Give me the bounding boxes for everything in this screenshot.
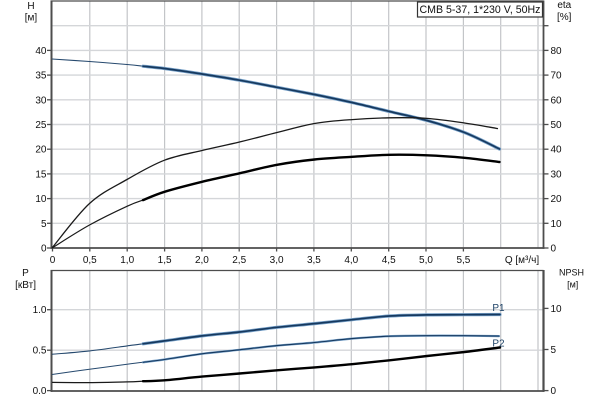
svg-text:0: 0 bbox=[41, 244, 47, 255]
svg-text:2,0: 2,0 bbox=[195, 255, 209, 266]
svg-text:20: 20 bbox=[551, 194, 563, 205]
svg-text:60: 60 bbox=[551, 95, 563, 106]
svg-text:1.0: 1.0 bbox=[33, 305, 47, 316]
svg-text:1,5: 1,5 bbox=[158, 255, 172, 266]
svg-text:5,5: 5,5 bbox=[456, 255, 470, 266]
svg-text:CMB 5-37, 1*230 V, 50Hz: CMB 5-37, 1*230 V, 50Hz bbox=[420, 4, 541, 16]
svg-text:20: 20 bbox=[35, 145, 47, 156]
svg-text:0: 0 bbox=[551, 386, 557, 397]
svg-text:5,0: 5,0 bbox=[419, 255, 433, 266]
svg-text:30: 30 bbox=[551, 169, 563, 180]
svg-text:P: P bbox=[22, 268, 29, 279]
svg-text:40: 40 bbox=[551, 145, 563, 156]
svg-text:0.5: 0.5 bbox=[33, 346, 47, 357]
svg-text:P2: P2 bbox=[492, 338, 505, 349]
svg-text:0: 0 bbox=[551, 244, 557, 255]
svg-text:4,0: 4,0 bbox=[344, 255, 358, 266]
svg-text:[м]: [м] bbox=[567, 280, 578, 290]
svg-text:eta: eta bbox=[557, 0, 571, 11]
svg-text:10: 10 bbox=[551, 219, 563, 230]
svg-text:5: 5 bbox=[551, 345, 557, 356]
svg-text:35: 35 bbox=[35, 71, 47, 82]
svg-text:H: H bbox=[27, 1, 34, 12]
svg-text:3,0: 3,0 bbox=[270, 255, 284, 266]
svg-text:[кВт]: [кВт] bbox=[15, 280, 36, 291]
svg-text:[м]: [м] bbox=[25, 12, 38, 23]
svg-text:3,5: 3,5 bbox=[307, 255, 321, 266]
svg-text:70: 70 bbox=[551, 71, 563, 82]
svg-text:40: 40 bbox=[35, 46, 47, 57]
svg-text:5: 5 bbox=[41, 219, 47, 230]
svg-text:15: 15 bbox=[35, 169, 47, 180]
svg-text:50: 50 bbox=[551, 120, 563, 131]
svg-text:0.0: 0.0 bbox=[33, 386, 47, 397]
svg-text:1,0: 1,0 bbox=[120, 255, 134, 266]
svg-text:Q [м³/ч]: Q [м³/ч] bbox=[505, 255, 540, 266]
svg-text:10: 10 bbox=[551, 304, 563, 315]
svg-text:25: 25 bbox=[35, 120, 47, 131]
svg-text:0,5: 0,5 bbox=[83, 255, 97, 266]
svg-text:P1: P1 bbox=[492, 303, 505, 314]
svg-text:2,5: 2,5 bbox=[232, 255, 246, 266]
svg-text:NPSH: NPSH bbox=[559, 268, 584, 278]
svg-text:10: 10 bbox=[35, 194, 47, 205]
svg-text:80: 80 bbox=[551, 46, 563, 57]
svg-text:30: 30 bbox=[35, 95, 47, 106]
svg-text:0: 0 bbox=[50, 255, 56, 266]
svg-text:4,5: 4,5 bbox=[382, 255, 396, 266]
svg-text:[%]: [%] bbox=[557, 12, 572, 23]
